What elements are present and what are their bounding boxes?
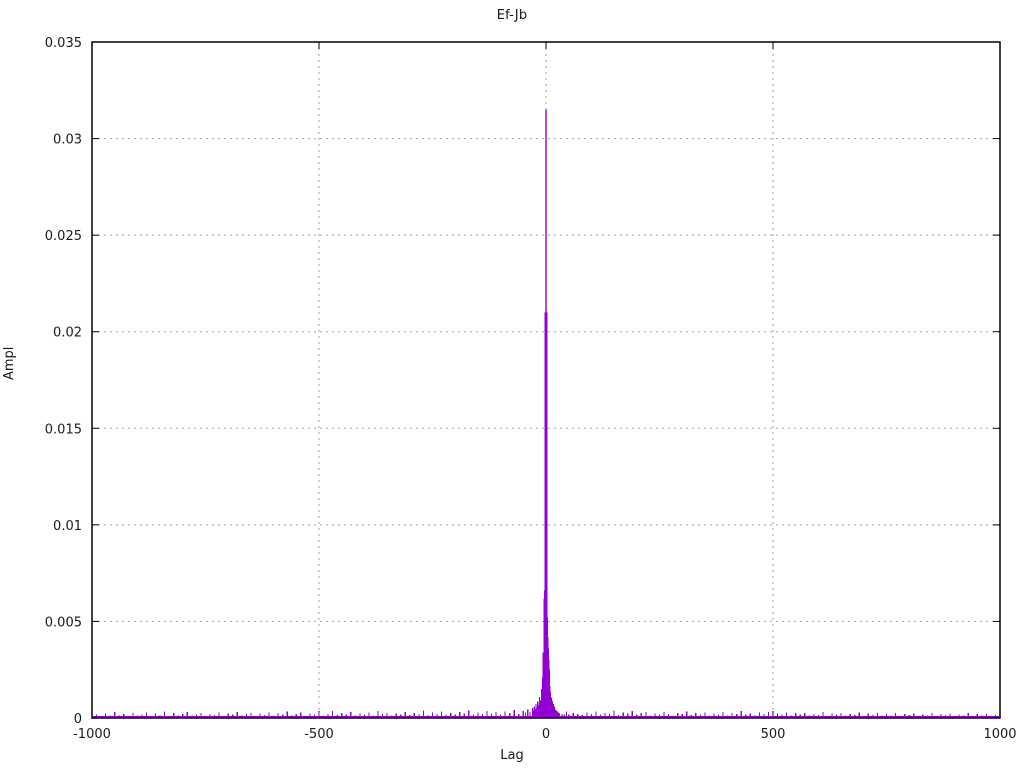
x-tick-label: 1000 xyxy=(983,727,1016,742)
x-tick-label: -500 xyxy=(304,727,334,742)
y-tick-label: 0.005 xyxy=(45,615,82,630)
y-tick-label: 0.02 xyxy=(53,326,82,341)
axis-tick-labels: -1000 -500 0 500 1000 0 0.005 0.01 0.015 0.02 0.02… xyxy=(45,36,1017,742)
x-tick-label: 0 xyxy=(542,727,550,742)
x-tick-label: -1000 xyxy=(73,727,111,742)
y-tick-label: 0.025 xyxy=(45,229,82,244)
data-series xyxy=(91,109,1001,718)
y-tick-label: 0.035 xyxy=(45,36,82,51)
chart-title: Ef-Jb xyxy=(496,8,528,23)
plot-frame xyxy=(91,41,1001,719)
x-tick-label: 500 xyxy=(761,727,786,742)
y-tick-label: 0.03 xyxy=(53,133,82,148)
x-axis-label: Lag xyxy=(500,748,524,763)
y-tick-label: 0.01 xyxy=(53,519,82,534)
y-tick-label: 0 xyxy=(74,712,82,727)
y-tick-label: 0.015 xyxy=(45,422,82,437)
